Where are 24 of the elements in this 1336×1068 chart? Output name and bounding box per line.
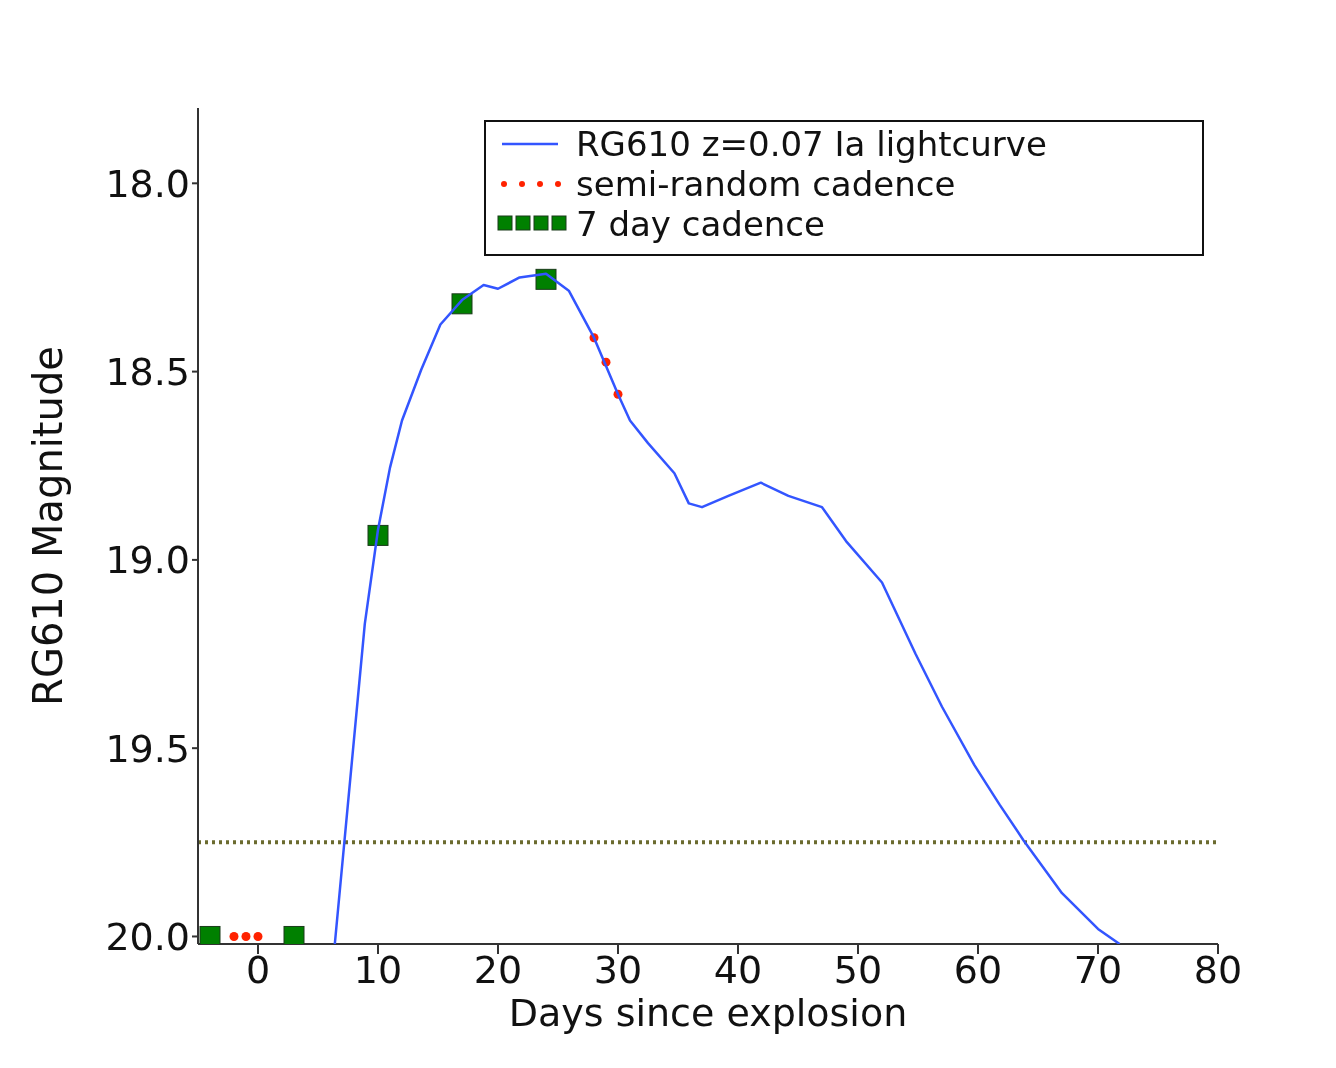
y-tick-label: 20.0: [105, 914, 190, 959]
y-tick-label: 19.0: [105, 538, 190, 583]
point: [229, 931, 239, 941]
x-tick-label: 0: [245, 947, 271, 992]
x-tick-label: 20: [473, 947, 523, 992]
y-tick-label: 19.5: [105, 726, 190, 771]
legend-label: 7 day cadence: [576, 204, 825, 244]
y-tick-label: 18.5: [105, 350, 190, 395]
legend-label: semi-random cadence: [576, 164, 956, 204]
legend-label: RG610 z=0.07 Ia lightcurve: [576, 124, 1047, 164]
point: [253, 931, 263, 941]
x-tick-label: 30: [593, 947, 643, 992]
y-tick-label: 18.0: [105, 161, 190, 206]
point: [241, 931, 251, 941]
x-tick-label: 70: [1073, 947, 1123, 992]
x-tick-label: 60: [953, 947, 1003, 992]
point: [199, 925, 221, 944]
y-axis-title: RG610 Magnitude: [25, 346, 72, 706]
x-tick-label: 10: [353, 947, 403, 992]
x-tick-label: 80: [1193, 947, 1243, 992]
x-tick-label: 40: [713, 947, 763, 992]
point: [283, 925, 305, 944]
x-tick-label: 50: [833, 947, 883, 992]
x-axis-title: Days since explosion: [508, 991, 908, 1035]
